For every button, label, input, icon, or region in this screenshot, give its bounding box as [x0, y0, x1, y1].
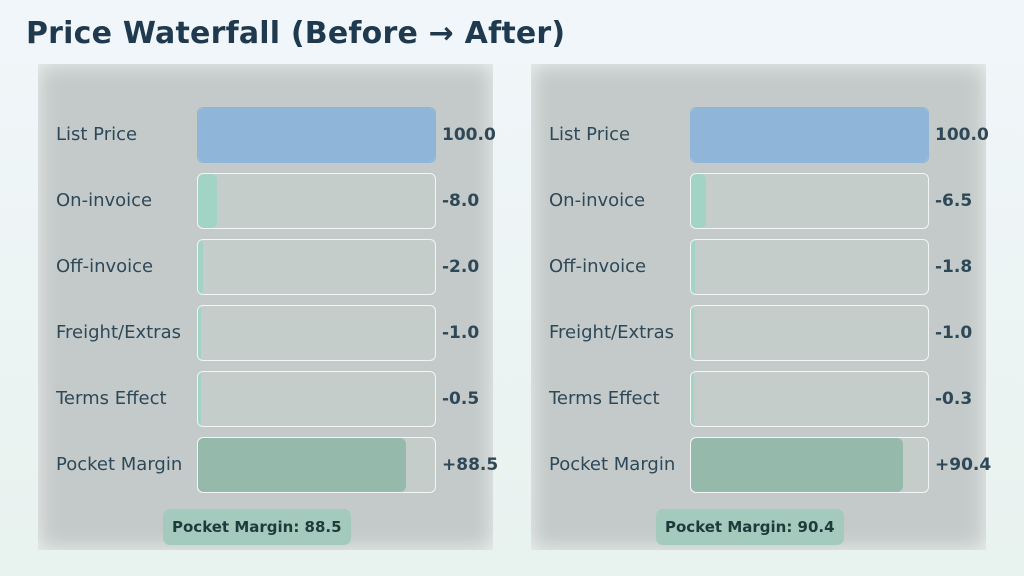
before-bar: [198, 372, 201, 426]
after-row: On-invoice -6.5: [531, 173, 986, 229]
before-row: Freight/Extras -1.0: [38, 305, 493, 361]
after-bar: [691, 438, 904, 492]
after-row: Pocket Margin +90.4: [531, 437, 991, 493]
after-bar-track: [690, 305, 929, 361]
after-row: Off-invoice -1.8: [531, 239, 986, 295]
before-bar-track: [197, 239, 436, 295]
before-pocket-margin-badge: Pocket Margin: 88.5: [163, 509, 351, 545]
after-bar: [691, 108, 928, 162]
before-bar: [198, 240, 203, 294]
after-category-label: Off-invoice: [549, 256, 647, 277]
after-value-label: -1.0: [935, 323, 973, 343]
after-row: Freight/Extras -1.0: [531, 305, 986, 361]
before-category-label: On-invoice: [56, 190, 153, 211]
after-value-label: -6.5: [935, 191, 973, 211]
after-bar: [691, 240, 696, 294]
before-value-label: 100.0: [442, 125, 496, 145]
before-bar-track: [197, 437, 436, 493]
before-bar-track: [197, 305, 436, 361]
after-bar-track: [690, 239, 929, 295]
before-row: On-invoice -8.0: [38, 173, 493, 229]
after-value-label: 100.0: [935, 125, 989, 145]
after-row: Terms Effect -0.3: [531, 371, 986, 427]
after-value-label: -0.3: [935, 389, 973, 409]
before-bar: [198, 174, 217, 228]
after-bar-track: [690, 371, 929, 427]
after-row: List Price 100.0: [531, 107, 989, 163]
before-value-label: -0.5: [442, 389, 480, 409]
after-value-label: +90.4: [935, 455, 992, 475]
before-bar: [198, 438, 406, 492]
before-category-label: Off-invoice: [56, 256, 154, 277]
after-pocket-margin-badge: Pocket Margin: 90.4: [656, 509, 844, 545]
before-category-label: List Price: [56, 124, 138, 145]
before-row: Pocket Margin +88.5: [38, 437, 498, 493]
before-category-label: Freight/Extras: [56, 322, 181, 343]
before-value-label: -8.0: [442, 191, 480, 211]
before-bar: [198, 108, 435, 162]
after-category-label: Pocket Margin: [549, 454, 676, 475]
after-panel: List Price 100.0 On-invoice -6.5 Off-invoice…: [531, 64, 991, 550]
after-value-label: -1.8: [935, 257, 973, 277]
after-bar: [691, 174, 707, 228]
before-row: Terms Effect -0.5: [38, 371, 493, 427]
before-row: List Price 100.0: [38, 107, 496, 163]
before-bar-track: [197, 371, 436, 427]
after-category-label: Terms Effect: [549, 388, 660, 409]
before-bar-track: [197, 173, 436, 229]
before-bar: [198, 306, 201, 360]
before-panel: List Price 100.0 On-invoice -8.0 Off-invoice…: [38, 64, 498, 550]
after-bar: [691, 306, 694, 360]
before-value-label: -2.0: [442, 257, 480, 277]
after-category-label: Freight/Extras: [549, 322, 674, 343]
after-category-label: On-invoice: [549, 190, 646, 211]
before-row: Off-invoice -2.0: [38, 239, 493, 295]
before-value-label: +88.5: [442, 455, 499, 475]
after-bar-track: [690, 173, 929, 229]
before-category-label: Pocket Margin: [56, 454, 183, 475]
after-bar: [691, 372, 694, 426]
before-value-label: -1.0: [442, 323, 480, 343]
after-category-label: List Price: [549, 124, 631, 145]
before-bar-track: [197, 107, 436, 163]
before-category-label: Terms Effect: [56, 388, 167, 409]
after-bar-track: [690, 437, 929, 493]
chart-title: Price Waterfall (Before → After): [26, 16, 566, 51]
after-bar-track: [690, 107, 929, 163]
